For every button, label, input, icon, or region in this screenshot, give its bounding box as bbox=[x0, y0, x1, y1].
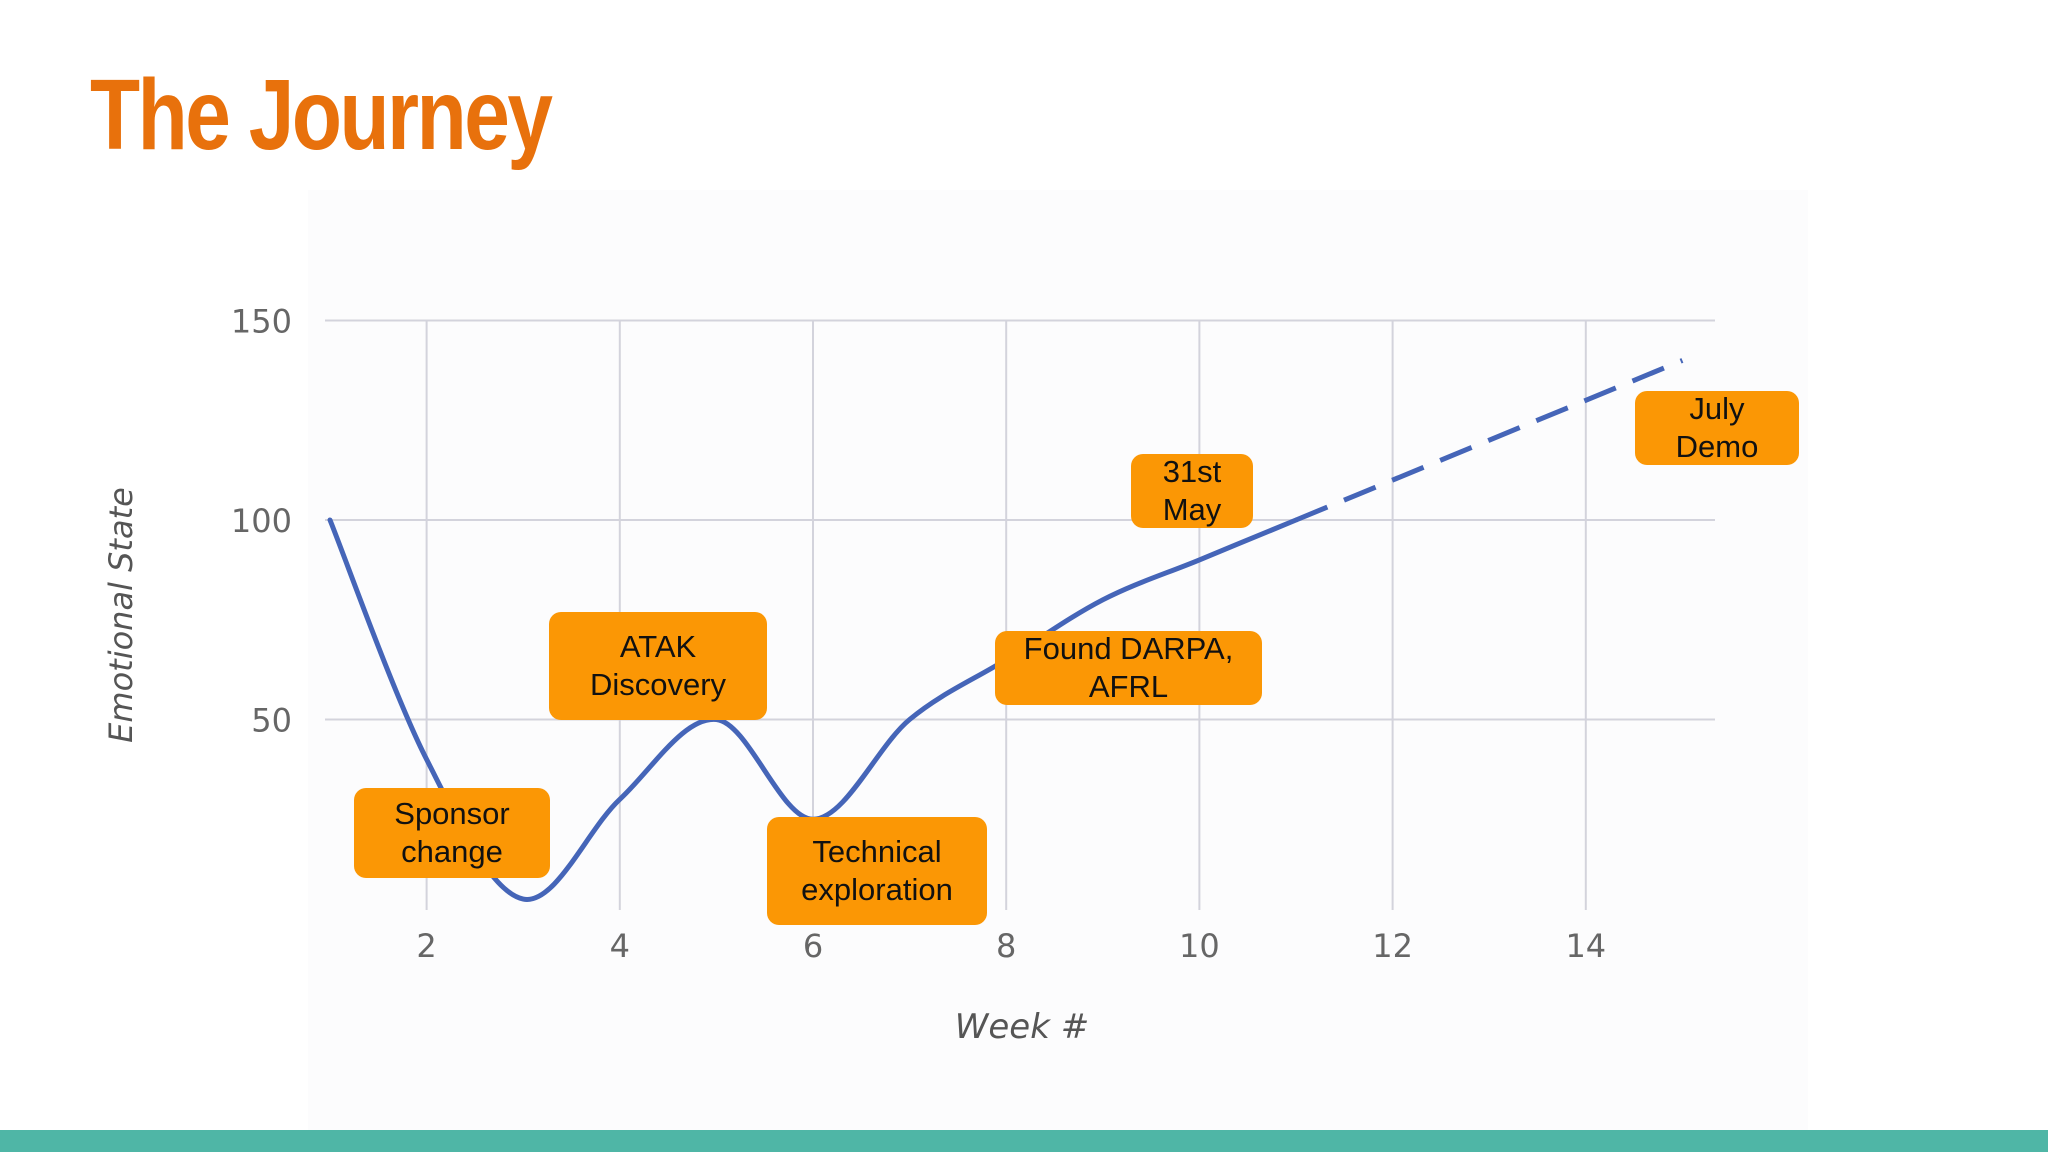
x-tick-label: 4 bbox=[610, 927, 630, 965]
y-axis-label: Emotional State bbox=[102, 487, 140, 743]
x-axis-label: Week # bbox=[955, 1007, 1089, 1047]
y-tick-label: 50 bbox=[251, 702, 292, 740]
annotation-found-darpa-afrl: Found DARPA, AFRL bbox=[995, 631, 1262, 705]
annotation-sponsor-change: Sponsor change bbox=[354, 788, 550, 878]
annotation-31st-may: 31st May bbox=[1131, 454, 1253, 528]
footer-bar bbox=[0, 1130, 2048, 1152]
x-tick-label: 14 bbox=[1565, 927, 1606, 965]
y-tick-label: 100 bbox=[231, 502, 292, 540]
slide-title: The Journey bbox=[90, 59, 553, 171]
annotation-atak-discovery: ATAK Discovery bbox=[549, 612, 767, 720]
x-tick-label: 8 bbox=[996, 927, 1016, 965]
x-tick-label: 6 bbox=[803, 927, 823, 965]
annotation-technical-exploration: Technical exploration bbox=[767, 817, 987, 925]
x-tick-label: 10 bbox=[1179, 927, 1220, 965]
x-tick-label: 12 bbox=[1372, 927, 1413, 965]
y-tick-labels: 50 100 150 bbox=[231, 303, 292, 740]
x-tick-label: 2 bbox=[416, 927, 436, 965]
y-tick-label: 150 bbox=[231, 303, 292, 341]
x-tick-labels: 2 4 6 8 10 12 14 bbox=[416, 927, 1606, 965]
annotation-july-demo: July Demo bbox=[1635, 391, 1799, 465]
